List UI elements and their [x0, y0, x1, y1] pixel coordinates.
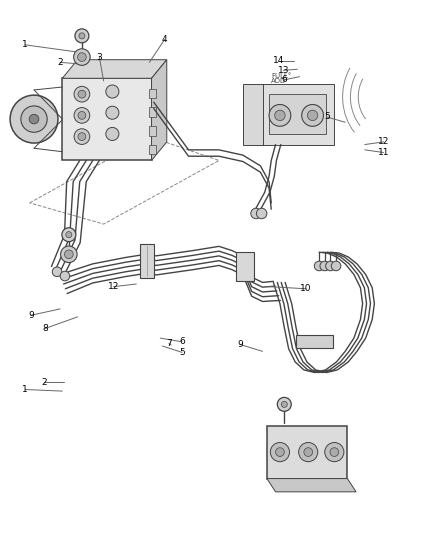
Circle shape: [74, 49, 90, 66]
Polygon shape: [152, 60, 167, 160]
Circle shape: [75, 29, 89, 43]
Circle shape: [78, 90, 86, 98]
Text: 14: 14: [273, 56, 285, 65]
Circle shape: [78, 111, 86, 119]
Circle shape: [29, 114, 39, 124]
Circle shape: [78, 53, 86, 61]
Circle shape: [270, 442, 290, 462]
Text: 12: 12: [108, 282, 120, 291]
Text: 9: 9: [28, 311, 34, 320]
Circle shape: [302, 104, 323, 126]
Text: 6: 6: [281, 75, 287, 84]
Polygon shape: [62, 60, 167, 78]
Circle shape: [74, 129, 90, 144]
Circle shape: [60, 271, 70, 281]
Circle shape: [66, 232, 72, 238]
Bar: [149, 126, 156, 135]
Bar: [149, 89, 156, 99]
Circle shape: [314, 261, 324, 271]
Text: 6: 6: [179, 337, 185, 346]
Text: 5: 5: [324, 112, 330, 122]
Bar: [140, 244, 154, 278]
Circle shape: [281, 401, 287, 407]
Circle shape: [320, 261, 329, 271]
Text: 12: 12: [378, 138, 389, 147]
Circle shape: [299, 442, 318, 462]
Circle shape: [256, 208, 267, 219]
Bar: [243, 84, 262, 144]
Text: FULL°: FULL°: [271, 72, 292, 79]
Text: 9: 9: [237, 340, 243, 349]
Circle shape: [251, 208, 261, 219]
Circle shape: [21, 106, 47, 132]
Text: 5: 5: [179, 348, 185, 357]
Text: 1: 1: [22, 41, 28, 50]
Text: 13: 13: [278, 66, 289, 75]
Text: ADD: ADD: [271, 78, 286, 84]
Text: 1: 1: [22, 385, 28, 394]
Text: 3: 3: [96, 53, 102, 62]
Bar: [269, 94, 325, 134]
Circle shape: [64, 250, 73, 259]
Text: 8: 8: [42, 324, 48, 333]
Circle shape: [79, 33, 85, 39]
Circle shape: [74, 108, 90, 123]
Text: 2: 2: [57, 58, 63, 67]
Circle shape: [78, 133, 86, 141]
Circle shape: [62, 228, 76, 241]
Circle shape: [52, 267, 62, 277]
Text: 11: 11: [378, 148, 389, 157]
Polygon shape: [267, 479, 356, 492]
Circle shape: [74, 86, 90, 102]
Circle shape: [330, 448, 339, 456]
Text: 2: 2: [41, 377, 47, 386]
Circle shape: [325, 261, 335, 271]
Circle shape: [106, 85, 119, 98]
Bar: [149, 108, 156, 117]
Circle shape: [106, 106, 119, 119]
Bar: [267, 425, 347, 479]
Circle shape: [10, 95, 58, 143]
Circle shape: [106, 127, 119, 141]
Text: 4: 4: [162, 35, 167, 44]
Text: 10: 10: [300, 284, 312, 293]
Bar: [62, 78, 152, 160]
Text: 7: 7: [166, 339, 172, 348]
Circle shape: [325, 442, 344, 462]
Circle shape: [276, 448, 284, 456]
Circle shape: [275, 110, 285, 120]
Circle shape: [277, 398, 291, 411]
Circle shape: [60, 246, 77, 263]
Bar: [260, 84, 334, 144]
Circle shape: [307, 110, 318, 120]
Bar: [149, 144, 156, 154]
Circle shape: [331, 261, 341, 271]
Bar: [297, 335, 333, 348]
Bar: [237, 252, 254, 281]
Circle shape: [304, 448, 313, 456]
Circle shape: [269, 104, 291, 126]
